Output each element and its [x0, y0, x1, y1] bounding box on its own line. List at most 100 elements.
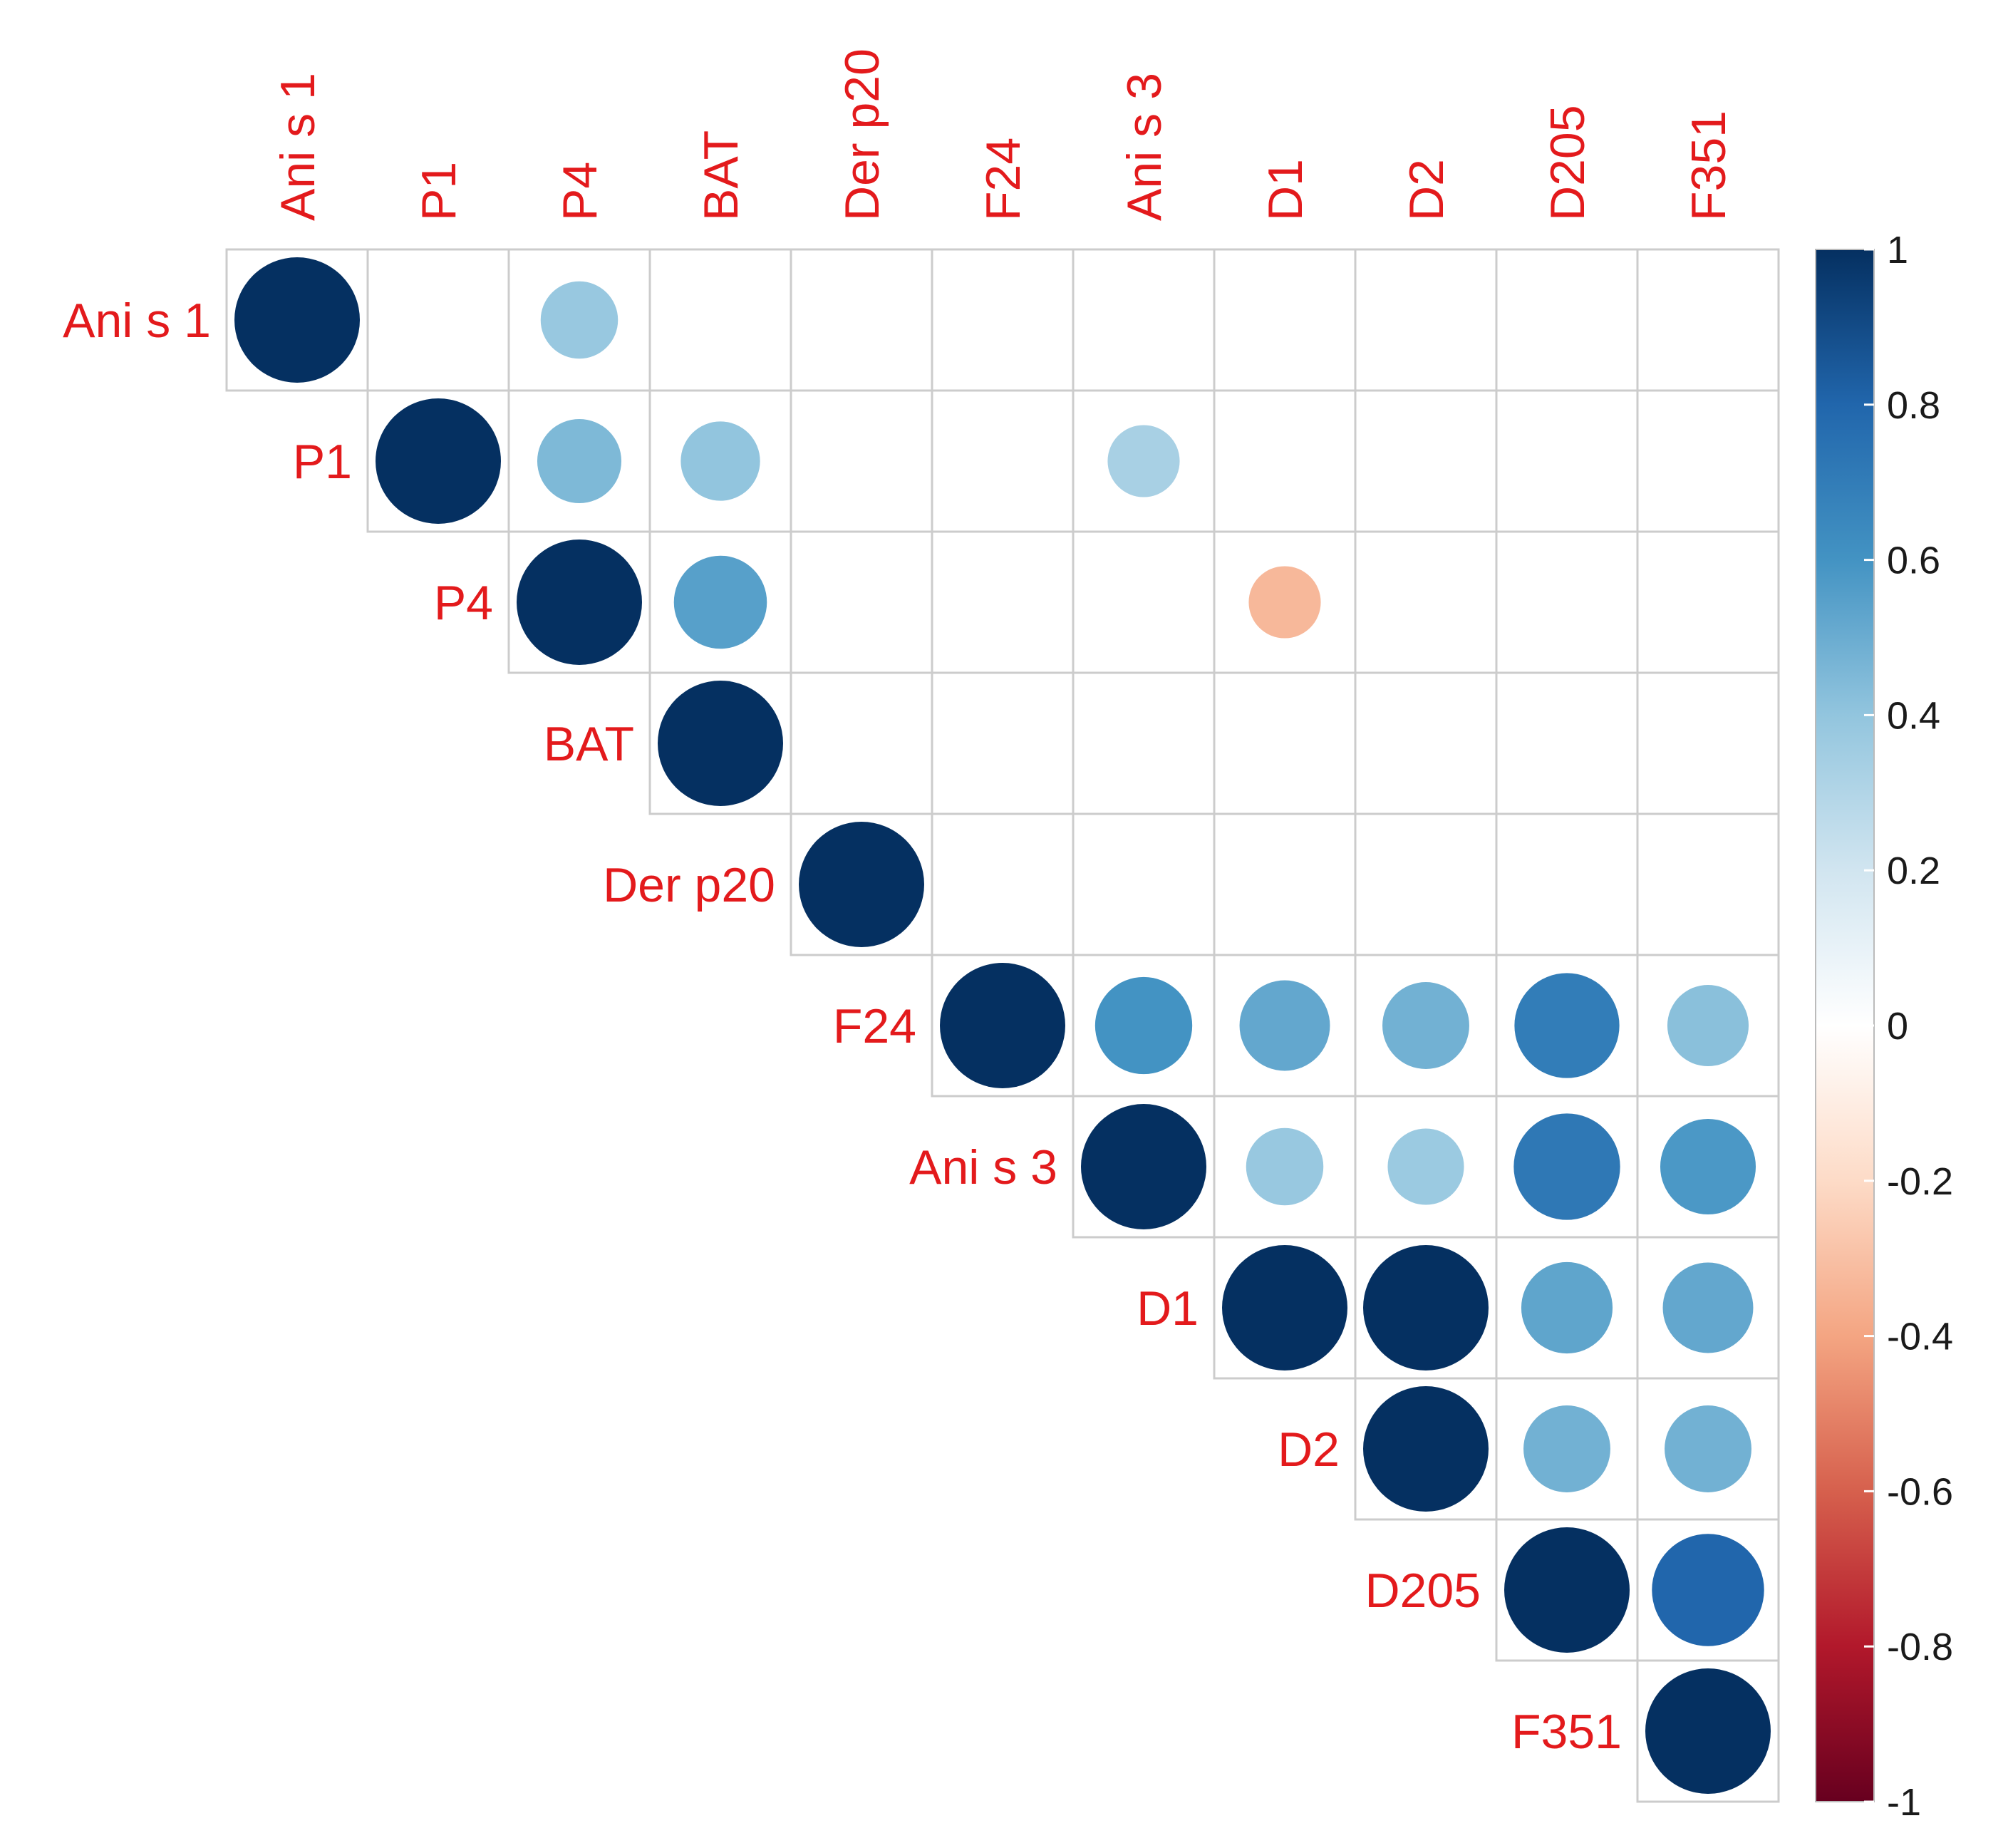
grid-cell — [1354, 671, 1498, 815]
grid-cell — [1495, 248, 1639, 392]
grid-cell — [1636, 1659, 1780, 1803]
colorbar-tick-label: 0.6 — [1887, 540, 1940, 582]
corr-circle-9-9 — [1504, 1527, 1630, 1653]
col-label: P1 — [412, 162, 466, 221]
col-label: F24 — [976, 138, 1030, 221]
corr-circle-7-8 — [1363, 1245, 1489, 1370]
grid-cell — [366, 248, 510, 392]
grid-cell — [1213, 671, 1357, 815]
grid-cell — [1636, 248, 1780, 392]
corr-circle-3-3 — [658, 681, 783, 806]
corr-circle-4-4 — [799, 822, 924, 947]
corr-circle-2-2 — [517, 540, 642, 665]
corr-circle-1-1 — [376, 398, 501, 524]
row-label: Ani s 1 — [63, 294, 211, 348]
row-label: F351 — [1511, 1705, 1622, 1759]
colorbar-tick-label: -0.2 — [1887, 1160, 1953, 1203]
corr-circle-10-10 — [1645, 1668, 1771, 1794]
col-label: D205 — [1541, 105, 1595, 221]
corr-circle-5-6 — [1094, 976, 1193, 1075]
col-label: D1 — [1258, 159, 1313, 221]
colorbar-tick-label: -0.4 — [1887, 1316, 1953, 1358]
colorbar-tick-label: 0 — [1887, 1005, 1908, 1048]
grid-cell — [1213, 248, 1357, 392]
grid-cell — [1072, 248, 1216, 392]
corr-circle-7-7 — [1222, 1245, 1347, 1370]
grid-cell — [1072, 671, 1216, 815]
grid-cell — [1495, 671, 1639, 815]
row-label: D205 — [1365, 1564, 1481, 1618]
grid-cell — [931, 812, 1075, 956]
grid-cell — [1495, 812, 1639, 956]
corr-circle-1-6 — [1107, 425, 1180, 497]
corr-circle-8-10 — [1665, 1405, 1751, 1492]
colorbar: 1 0.8 0.6 0.4 0.2 0 -0.2 -0.4 -0.6 -0.8 -1 — [1815, 229, 1953, 1824]
corr-circle-1-2 — [537, 418, 622, 504]
corr-circle-8-9 — [1523, 1405, 1610, 1492]
grid-cell — [931, 389, 1075, 533]
grid-cell — [1072, 812, 1216, 956]
col-label: P4 — [553, 162, 607, 221]
corr-circle-0-0 — [234, 257, 360, 383]
grid-cell — [648, 248, 792, 392]
grid-cell — [790, 530, 933, 674]
colorbar-tick-label: 0.8 — [1887, 384, 1940, 427]
col-label: Der p20 — [835, 48, 889, 221]
grid-cell — [1636, 389, 1780, 533]
grid-cell — [1213, 389, 1357, 533]
grid-cell — [1636, 812, 1780, 956]
column-labels: Ani s 1 P1 P4 BAT Der p20 F24 Ani s 3 D1 D2 D205 F… — [271, 48, 1736, 221]
grid-cell — [1213, 812, 1357, 956]
corr-circle-6-6 — [1081, 1104, 1206, 1229]
corr-circle-6-8 — [1387, 1128, 1464, 1205]
correlation-circles — [234, 257, 1771, 1794]
corr-circle-9-10 — [1652, 1534, 1764, 1646]
corr-circle-8-8 — [1363, 1386, 1489, 1512]
row-label: F24 — [833, 999, 916, 1053]
row-label: P1 — [293, 435, 352, 489]
grid-cell — [1636, 671, 1780, 815]
grid-cell — [1354, 530, 1498, 674]
grid-cell — [931, 671, 1075, 815]
corr-circle-5-7 — [1239, 980, 1330, 1071]
grid-cell — [1354, 812, 1498, 956]
corr-circle-7-9 — [1521, 1261, 1613, 1354]
corr-circle-2-3 — [673, 555, 767, 649]
colorbar-tick-label: -0.6 — [1887, 1470, 1953, 1513]
grid-cell — [790, 671, 933, 815]
grid-cell — [790, 248, 933, 392]
col-label: D2 — [1399, 159, 1454, 221]
col-label: Ani s 3 — [1117, 73, 1171, 221]
col-label: Ani s 1 — [271, 73, 325, 221]
corr-circle-5-5 — [940, 963, 1065, 1088]
colorbar-tick-label: -1 — [1887, 1781, 1921, 1824]
corr-circle-1-3 — [680, 421, 760, 501]
colorbar-tick-label: 0.2 — [1887, 850, 1940, 892]
corr-circle-6-10 — [1660, 1118, 1756, 1215]
col-label: F351 — [1682, 110, 1736, 221]
grid-cell — [1495, 530, 1639, 674]
grid — [225, 248, 1780, 1803]
corr-circle-5-9 — [1514, 973, 1620, 1078]
row-label: Ani s 3 — [909, 1140, 1057, 1194]
grid-cell — [1495, 389, 1639, 533]
corr-circle-2-7 — [1248, 566, 1321, 639]
colorbar-tick-label: -0.8 — [1887, 1626, 1953, 1668]
corr-circle-6-7 — [1246, 1127, 1324, 1206]
corr-circle-7-10 — [1662, 1262, 1754, 1353]
colorbar-tick-label: 1 — [1887, 229, 1908, 272]
row-label: BAT — [544, 717, 634, 771]
grid-cell — [1354, 389, 1498, 533]
corr-circle-5-8 — [1382, 982, 1469, 1069]
colorbar-tick-label: 0.4 — [1887, 694, 1940, 737]
corr-circle-0-2 — [540, 281, 619, 359]
row-label: D2 — [1278, 1423, 1340, 1477]
grid-cell — [931, 530, 1075, 674]
grid-cell — [931, 248, 1075, 392]
row-label: D1 — [1137, 1281, 1199, 1336]
row-labels: Ani s 1 P1 P4 BAT Der p20 F24 Ani s 3 D1 D2 D205 F… — [63, 294, 1622, 1759]
col-label: BAT — [694, 130, 748, 221]
grid-cell — [1072, 530, 1216, 674]
row-label: Der p20 — [603, 858, 775, 912]
